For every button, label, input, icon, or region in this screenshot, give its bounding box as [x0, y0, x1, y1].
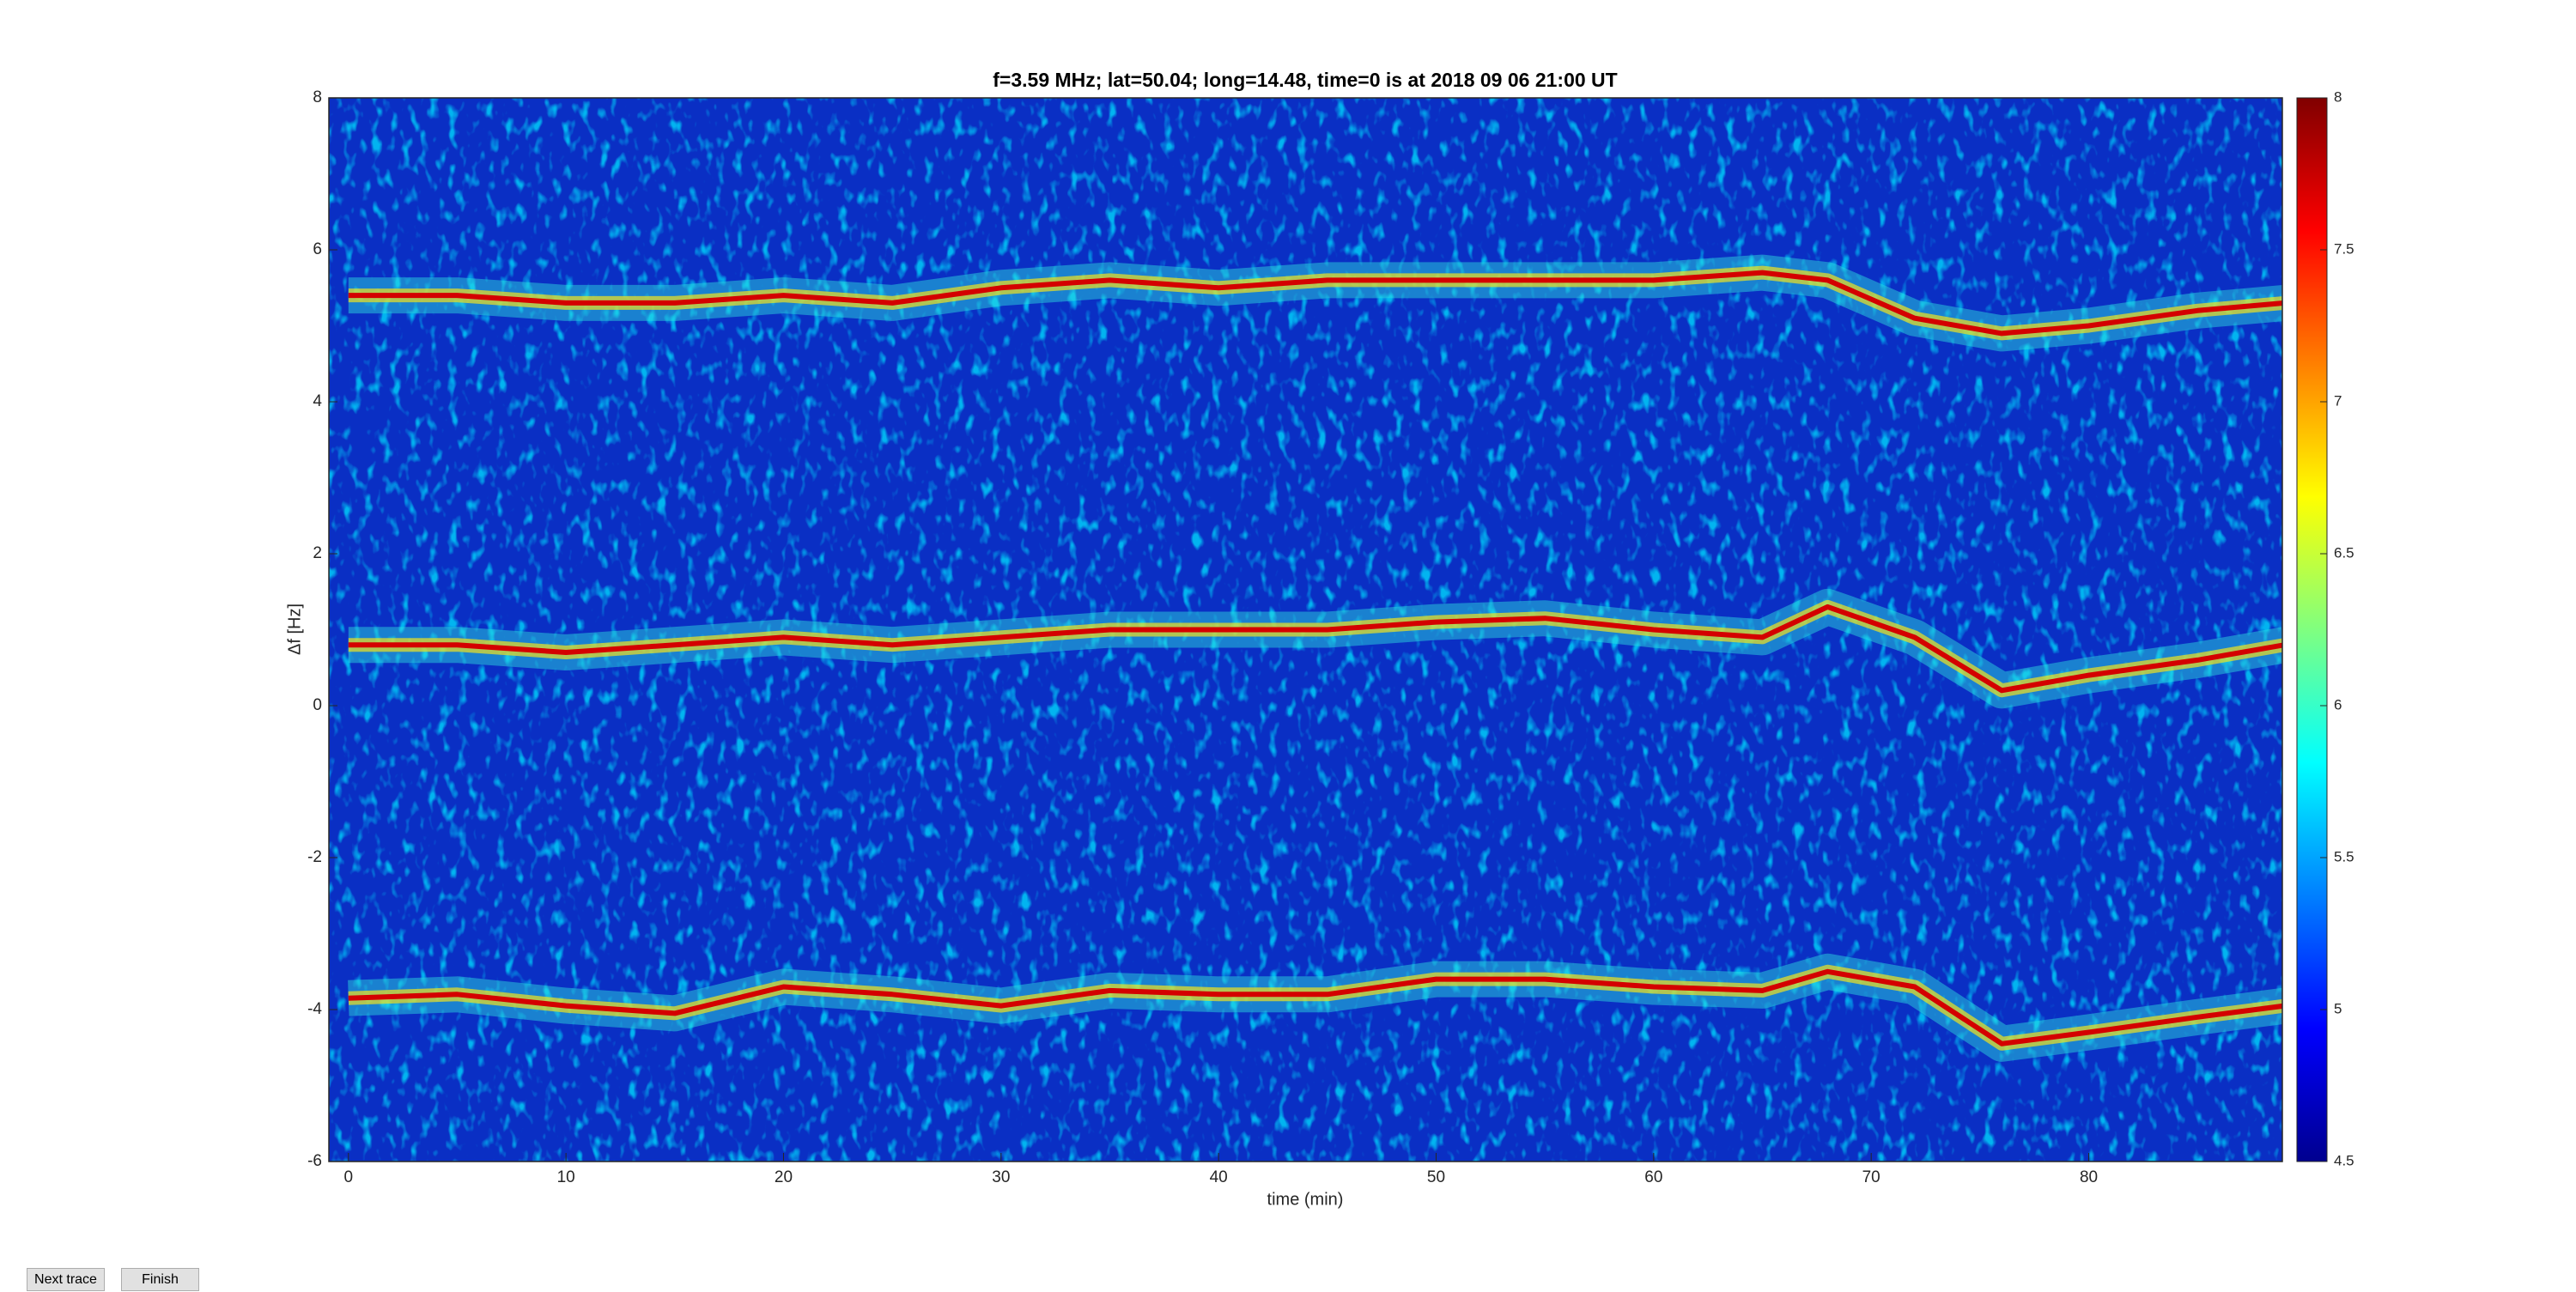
figure: f=3.59 MHz; lat=50.04; long=14.48, time=…: [285, 69, 2354, 1209]
chart-title: f=3.59 MHz; lat=50.04; long=14.48, time=…: [993, 69, 1617, 91]
y-tick-label: -2: [307, 848, 322, 866]
x-tick-label: 70: [1862, 1168, 1880, 1186]
next-trace-button[interactable]: Next trace: [27, 1268, 105, 1291]
colorbar-tick-label: 4.5: [2334, 1152, 2354, 1168]
y-tick-label: 4: [313, 392, 322, 410]
colorbar-tick-label: 7.5: [2334, 240, 2354, 257]
colorbar-tick-label: 5: [2334, 1000, 2342, 1016]
colorbar-tick-label: 6: [2334, 696, 2342, 713]
x-tick-label: 30: [992, 1168, 1010, 1186]
x-axis-label: time (min): [1267, 1190, 1344, 1209]
colorbar: [2296, 97, 2328, 1162]
colorbar-tick-label: 8: [2334, 88, 2342, 105]
x-tick-label: 60: [1644, 1168, 1662, 1186]
y-tick-label: 0: [313, 696, 322, 714]
x-tick-label: 10: [557, 1168, 575, 1186]
x-tick-label: 20: [775, 1168, 793, 1186]
x-tick-label: 0: [344, 1168, 354, 1186]
x-tick-label: 50: [1427, 1168, 1445, 1186]
x-tick-label: 40: [1210, 1168, 1228, 1186]
y-axis-label: Δf [Hz]: [285, 604, 304, 655]
x-tick-label: 80: [2080, 1168, 2098, 1186]
trace-line: [348, 968, 2282, 1046]
colorbar-tick-label: 6.5: [2334, 544, 2354, 561]
axes-box: [328, 97, 2283, 1162]
y-tick-label: -4: [307, 1000, 322, 1018]
finish-button[interactable]: Finish: [121, 1268, 199, 1291]
colorbar-tick-label: 7: [2334, 392, 2342, 409]
y-tick-label: 6: [313, 240, 322, 258]
trace-line: [348, 270, 2282, 337]
y-tick-label: 8: [313, 88, 322, 106]
y-tick-label: 2: [313, 544, 322, 562]
plot-area: [348, 254, 2282, 1062]
y-tick-label: -6: [307, 1152, 322, 1170]
trace-line: [348, 604, 2282, 694]
colorbar-tick-label: 5.5: [2334, 848, 2354, 864]
